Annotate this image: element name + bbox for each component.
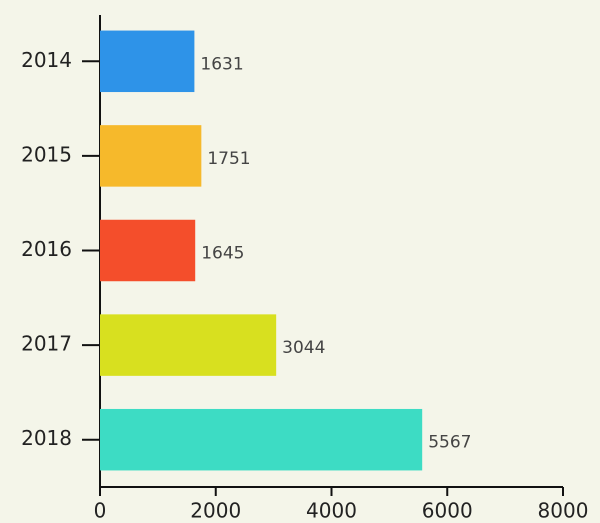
x-tick-label: 6000 bbox=[422, 499, 473, 523]
x-tick-label: 0 bbox=[94, 499, 107, 523]
bar bbox=[100, 219, 196, 282]
x-tick-label: 4000 bbox=[306, 499, 357, 523]
x-tick-label: 8000 bbox=[538, 499, 589, 523]
bar bbox=[100, 30, 195, 93]
y-tick-label: 2015 bbox=[21, 142, 72, 166]
bar bbox=[100, 125, 202, 187]
bar bbox=[100, 314, 277, 376]
y-tick-label: 2014 bbox=[21, 48, 72, 72]
value-label: 1751 bbox=[207, 149, 250, 169]
x-tick-label: 2000 bbox=[190, 499, 241, 523]
bar bbox=[100, 408, 423, 471]
y-tick-label: 2016 bbox=[21, 237, 72, 261]
value-label: 1631 bbox=[200, 54, 243, 74]
value-label: 1645 bbox=[201, 244, 244, 264]
y-tick-label: 2018 bbox=[21, 426, 72, 450]
y-tick-label: 2017 bbox=[21, 332, 72, 356]
value-label: 3044 bbox=[282, 338, 325, 358]
value-label: 5567 bbox=[428, 433, 471, 453]
